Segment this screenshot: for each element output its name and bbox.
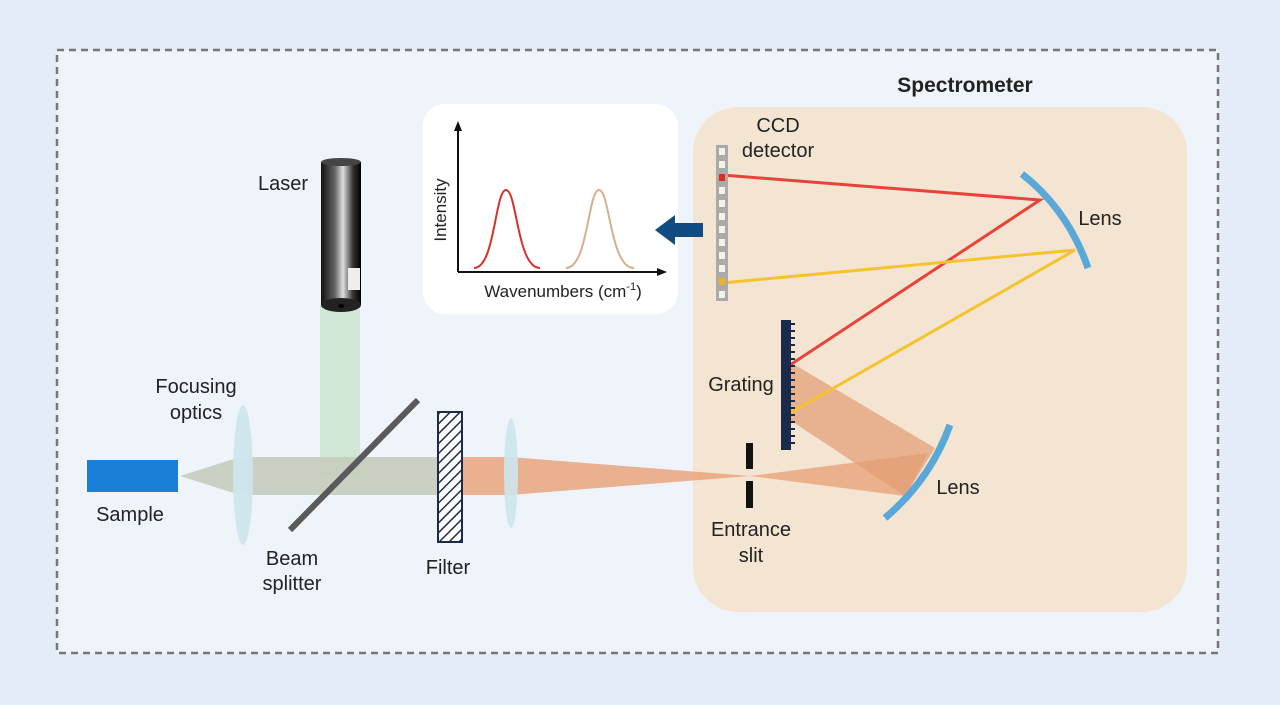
ccd-pixel-inner [719, 252, 725, 259]
laser-label: Laser [258, 173, 308, 195]
x-axis-label: Wavenumbers (cm-1) [484, 281, 641, 301]
red-peak [473, 188, 541, 269]
ccd-pixel-inner [719, 213, 725, 220]
y-axis-label: Intensity [431, 178, 450, 242]
filter-label: Filter [426, 557, 471, 579]
collimated-beam [790, 362, 935, 496]
output-arrow [655, 215, 703, 245]
ccd-detector [716, 145, 728, 301]
yellow-ray [721, 248, 1076, 415]
slit-top [746, 443, 753, 469]
focusing-label: Focusing [155, 376, 236, 398]
laser-hole [338, 304, 344, 308]
lower-mirror [882, 423, 954, 521]
lens-label: Lens [936, 477, 979, 499]
laser-beam [320, 305, 360, 475]
ccd-pixel-inner [719, 148, 725, 155]
focusing-label: optics [170, 402, 222, 424]
laser-label [348, 268, 360, 290]
axis-arrow [454, 121, 462, 131]
grating-teeth [791, 323, 795, 444]
beige-peak [565, 188, 635, 269]
red-ray [721, 173, 1045, 367]
ccd-pixel-inner [719, 226, 725, 233]
lens [504, 418, 518, 528]
ccd-pixel-inner [719, 200, 725, 207]
ccd-pixel-inner [719, 161, 725, 168]
filter [437, 411, 463, 543]
slit-label: slit [739, 545, 764, 567]
sample [87, 460, 178, 492]
slit-bottom [746, 481, 753, 508]
ccd-pixel-inner [719, 278, 725, 285]
ccd-pixel-inner [719, 291, 725, 298]
beam-splitter [287, 397, 421, 533]
ccd-pixel-inner [719, 174, 725, 181]
splitter-label: Beam [266, 548, 318, 570]
grating [781, 320, 791, 450]
x-label-main: Wavenumbers (cm [484, 282, 626, 301]
ccd-label: detector [742, 140, 815, 162]
ccd-label: CCD [756, 115, 799, 137]
plot-inset [423, 104, 678, 314]
sample-label: Sample [96, 504, 164, 526]
slit-label: Entrance [711, 519, 791, 541]
axis-arrow [657, 268, 667, 276]
grating-label: Grating [708, 374, 774, 396]
spectrometer-title: Spectrometer [897, 74, 1032, 97]
lens-label: Lens [1078, 208, 1121, 230]
laser-top [321, 158, 361, 166]
splitter-label: splitter [263, 573, 322, 595]
x-label-close: ) [636, 282, 642, 301]
upper-mirror [1019, 171, 1092, 270]
x-label-sup: -1 [626, 281, 636, 293]
focusing-lens [233, 405, 253, 545]
ccd-pixel-inner [719, 265, 725, 272]
ccd-pixel-inner [719, 239, 725, 246]
spectrometer-box [693, 107, 1187, 612]
ccd-pixel-inner [719, 187, 725, 194]
